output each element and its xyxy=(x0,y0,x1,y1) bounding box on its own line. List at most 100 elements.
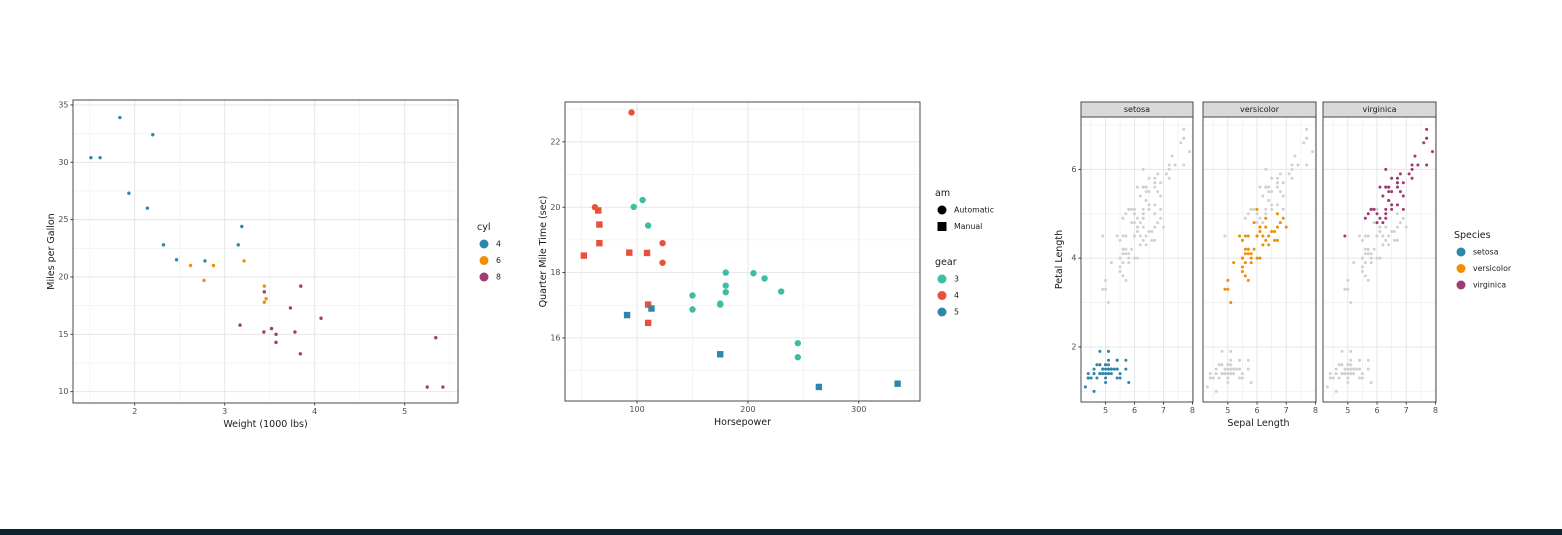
data-point xyxy=(1130,221,1134,225)
y-tick-label: 25 xyxy=(58,215,68,224)
data-point xyxy=(441,385,445,389)
data-point xyxy=(1264,216,1268,220)
data-point xyxy=(1124,252,1128,256)
data-point xyxy=(1267,243,1271,247)
data-point xyxy=(1393,238,1397,242)
data-point xyxy=(262,284,267,288)
data-point xyxy=(1104,278,1108,282)
data-point xyxy=(1214,389,1218,393)
data-point xyxy=(1150,230,1154,234)
legend-item-label: 5 xyxy=(954,307,959,316)
data-point xyxy=(1273,230,1277,234)
data-point xyxy=(1407,172,1411,176)
data-point xyxy=(1381,194,1385,198)
data-point xyxy=(1258,230,1262,234)
data-point xyxy=(1252,247,1256,251)
data-point xyxy=(1156,190,1160,194)
data-point xyxy=(1395,181,1399,185)
data-point xyxy=(1223,234,1227,238)
data-point xyxy=(777,288,785,295)
data-point xyxy=(1264,238,1268,242)
data-point xyxy=(643,249,651,257)
data-point xyxy=(1346,287,1350,291)
data-point xyxy=(1334,372,1338,376)
data-point xyxy=(262,300,267,304)
data-point xyxy=(1249,256,1253,260)
data-point xyxy=(1135,225,1139,229)
data-point xyxy=(1410,167,1414,171)
x-tick-label: 5 xyxy=(402,407,407,416)
data-point xyxy=(1101,234,1105,238)
data-point xyxy=(1144,243,1148,247)
y-tick-label: 2 xyxy=(1071,343,1076,352)
data-point xyxy=(174,258,179,262)
data-point xyxy=(1390,203,1394,207)
data-point xyxy=(1284,225,1288,229)
data-point xyxy=(1232,367,1236,371)
data-point xyxy=(1363,234,1367,238)
data-point xyxy=(1401,216,1405,220)
data-point xyxy=(1127,256,1131,260)
legend-title: am xyxy=(935,188,950,199)
data-point xyxy=(1264,207,1268,211)
data-point xyxy=(1141,207,1145,211)
data-point xyxy=(1267,190,1271,194)
facet-strip xyxy=(1080,101,1194,118)
data-point xyxy=(1267,185,1271,189)
data-point xyxy=(1141,216,1145,220)
data-point xyxy=(1425,127,1429,131)
data-point xyxy=(1229,367,1233,371)
data-point xyxy=(1246,234,1250,238)
data-point xyxy=(1258,185,1262,189)
data-point xyxy=(1243,234,1247,238)
data-point xyxy=(1372,221,1376,225)
data-point xyxy=(299,284,303,288)
data-point xyxy=(1226,278,1230,282)
data-point xyxy=(1229,358,1233,362)
data-point xyxy=(1349,301,1353,305)
x-tick-label: 100 xyxy=(629,405,644,414)
data-point xyxy=(274,340,278,345)
data-point xyxy=(1378,256,1382,260)
data-point xyxy=(648,305,655,312)
data-point xyxy=(1352,372,1356,376)
data-point xyxy=(644,319,652,327)
data-point xyxy=(1130,207,1134,211)
data-point xyxy=(1360,238,1364,242)
data-point xyxy=(1369,256,1373,260)
data-point xyxy=(1083,385,1087,389)
data-point xyxy=(293,330,297,334)
legend-item-label: 4 xyxy=(496,239,501,248)
data-point xyxy=(1401,207,1405,211)
data-point xyxy=(1208,376,1212,380)
data-point xyxy=(89,155,93,160)
data-point xyxy=(1349,349,1353,353)
data-point xyxy=(1101,287,1105,291)
y-tick-label: 18 xyxy=(550,268,560,277)
data-point xyxy=(1255,212,1259,216)
data-point xyxy=(1258,225,1262,229)
data-point xyxy=(1101,367,1105,371)
data-point xyxy=(595,207,602,214)
data-point xyxy=(1153,176,1157,180)
data-point xyxy=(319,316,323,320)
data-point xyxy=(1369,252,1373,256)
data-point xyxy=(1267,198,1271,202)
data-point xyxy=(1275,212,1279,216)
data-point xyxy=(1150,238,1154,242)
data-point xyxy=(1246,367,1250,371)
data-point xyxy=(1273,238,1277,242)
x-tick-label: 3 xyxy=(222,407,227,416)
data-point xyxy=(1346,380,1350,384)
data-point xyxy=(1167,167,1171,171)
x-tick-label: 4 xyxy=(312,407,317,416)
data-point xyxy=(1159,194,1163,198)
data-point xyxy=(1144,198,1148,202)
data-point xyxy=(1264,185,1268,189)
data-point xyxy=(1270,176,1274,180)
data-point xyxy=(1401,194,1405,198)
data-point xyxy=(1343,234,1347,238)
data-point xyxy=(1226,372,1230,376)
y-tick-label: 30 xyxy=(58,158,68,167)
data-point xyxy=(1133,212,1137,216)
